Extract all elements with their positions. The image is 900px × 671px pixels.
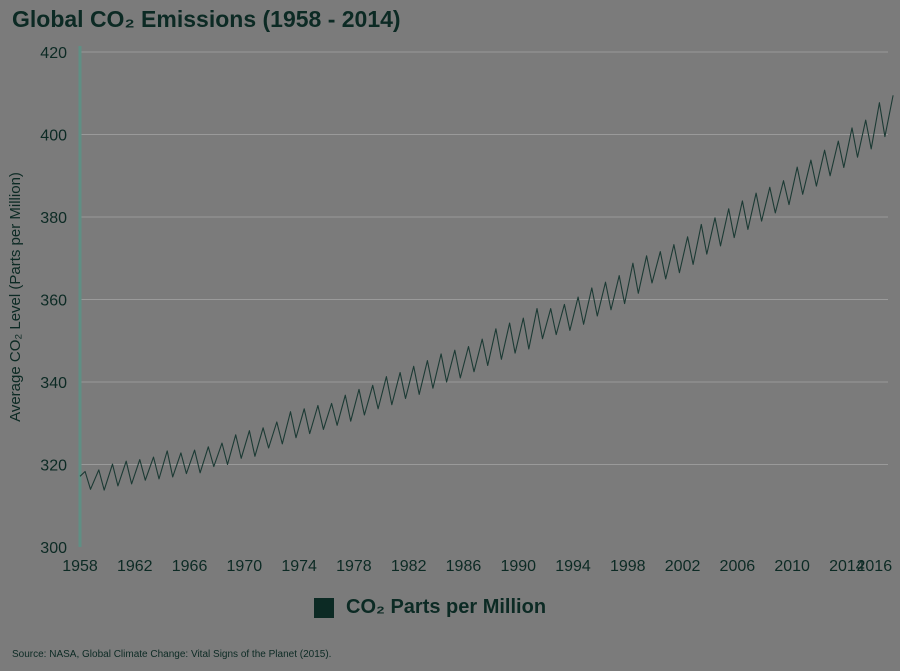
x-tick-label: 1986 [446,558,482,575]
x-tick-label: 1978 [336,558,372,575]
y-tick-label: 420 [40,45,67,62]
x-tick-label: 2002 [665,558,701,575]
x-tick-label: 1958 [62,558,98,575]
legend: CO₂ Parts per Million [314,596,546,619]
x-tick-label: 2016 [857,558,893,575]
x-tick-label: 2014 [829,558,865,575]
y-tick-label: 380 [40,210,67,227]
x-tick-label: 1970 [227,558,263,575]
series-group [79,95,894,491]
x-tick-label: 1994 [555,558,591,575]
x-tick-label: 2010 [774,558,810,575]
legend-label: CO₂ Parts per Million [346,596,547,618]
legend-swatch [314,597,334,618]
x-tick-label: 1966 [172,558,208,575]
gridlines [80,51,888,465]
y-tick-label: 320 [40,458,67,475]
x-tick-label: 1974 [281,558,317,575]
y-tick-label: 360 [40,293,67,310]
y-axis-label: Average CO₂ Level (Parts per Million) [7,172,24,422]
y-tick-label: 400 [40,128,67,145]
chart-title: Global CO₂ Emissions (1958 - 2014) [12,6,401,32]
x-tick-label: 1982 [391,558,427,575]
series-line-co2 [79,95,894,491]
y-tick-label: 300 [40,540,67,557]
x-tick-label: 1990 [500,558,536,575]
x-tick-labels: 1958 1962 1966 1970 1974 1978 1982 1986 1990 1994… [62,558,892,575]
x-tick-label: 1998 [610,558,646,575]
x-tick-label: 2006 [720,558,756,575]
y-tick-labels: 300 320 340 360 380 400 420 [40,45,67,557]
x-tick-label: 1962 [117,558,153,575]
source-note: Source: NASA, Global Climate Change: Vit… [12,649,332,660]
y-tick-label: 340 [40,375,67,392]
